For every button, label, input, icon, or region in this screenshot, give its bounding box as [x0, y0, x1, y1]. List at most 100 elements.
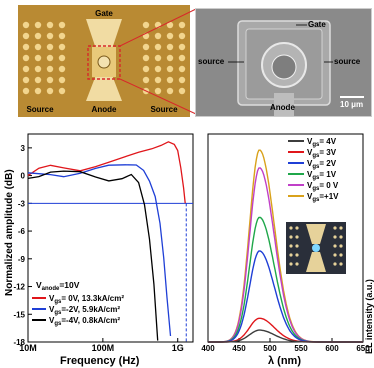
inset-pad-dot [333, 262, 337, 266]
pad-dot [46, 21, 54, 29]
pad-dot [178, 32, 186, 40]
pad-dot [34, 21, 42, 29]
pad-dot [166, 43, 174, 51]
inset-pad-dot [289, 262, 293, 266]
el-spectra-svg: 400 450 500 550 600 650 λ (nm) EL intensity (… [201, 133, 374, 367]
inset-pad-dot [333, 235, 337, 239]
pad-dot [154, 76, 162, 84]
pad-dot [34, 87, 42, 95]
inset-pad-dot [289, 244, 293, 248]
inset-pad-dot [289, 226, 293, 230]
freq-ytick-label: -6 [18, 227, 26, 236]
pad-dot [178, 76, 186, 84]
pad-dot [46, 87, 54, 95]
freq-ytick-label: 3 [21, 144, 26, 153]
pad-dot [142, 76, 150, 84]
pad-dot [142, 54, 150, 62]
pad-dot [178, 54, 186, 62]
zoom-line-bottom [119, 78, 197, 115]
pad-dot [58, 43, 66, 51]
source-right-label: Source [150, 105, 178, 114]
freq-legend-label: Vgs=-4V, 0.8kA/cm² [49, 316, 120, 327]
inset-anode [306, 252, 326, 272]
sem-gate-label: Gate [308, 20, 326, 29]
anode-label: Anode [92, 105, 117, 114]
pad-dot [34, 76, 42, 84]
pad-dot [46, 43, 54, 51]
optical-micrograph: Gate Source Anode Source [18, 5, 190, 117]
pad-dot [154, 65, 162, 73]
spec-ylabel: EL intensity (a.u.) [364, 279, 374, 354]
device-inset-photo [286, 222, 346, 274]
freq-ytick-label: -18 [13, 338, 25, 347]
freq-ytick-label: -15 [13, 310, 25, 319]
freq-legend-label: Vgs=-2V, 5.9kA/cm² [49, 305, 120, 316]
freq-series-line [27, 164, 172, 337]
pad-dot [34, 65, 42, 73]
pad-dot [178, 65, 186, 73]
pad-dot [166, 21, 174, 29]
inset-pad-dot [333, 244, 337, 248]
pad-dot [178, 43, 186, 51]
anode-electrode [86, 75, 122, 101]
zoom-highlight-box [87, 45, 121, 80]
pad-dot [166, 54, 174, 62]
sem-anode-label: Anode [270, 103, 295, 112]
pad-dot [58, 32, 66, 40]
pad-dot [34, 32, 42, 40]
source-left-label: Source [26, 105, 54, 114]
spec-xtick-label: 650 [356, 344, 370, 353]
scale-bar [340, 96, 364, 98]
frequency-response-chart: 3 0 -3 -6 -9 -12 -15 -18 10M 100M 1G Frequency (Hz… [0, 124, 200, 368]
pad-dot [46, 76, 54, 84]
pad-dot [22, 54, 30, 62]
sem-micrograph-art: Gate source source Anode 10 μm [196, 9, 371, 116]
freq-series-line [27, 141, 186, 204]
freq-xtick-label: 1G [172, 343, 184, 353]
inset-pad-dot [339, 235, 343, 239]
inset-pad-dot [295, 244, 299, 248]
freq-xtick-label: 10M [19, 343, 37, 353]
inset-pad-dot [295, 253, 299, 257]
spec-legend-label: Vgs= 1V [307, 170, 337, 181]
pad-dot [166, 76, 174, 84]
pad-dot [142, 21, 150, 29]
device-center [97, 55, 111, 69]
spec-xtick-label: 600 [325, 344, 339, 353]
pad-dot [34, 43, 42, 51]
pad-dot [154, 87, 162, 95]
inset-pad-dot [295, 226, 299, 230]
el-spectra-chart: 400 450 500 550 600 650 λ (nm) EL intensity (… [196, 124, 374, 368]
pad-dot [22, 87, 30, 95]
inset-pad-dot [339, 262, 343, 266]
inset-pad-dot [289, 235, 293, 239]
inset-pad-dot [295, 235, 299, 239]
zoom-line-top [119, 8, 197, 47]
inset-pad-dot [333, 226, 337, 230]
freq-series-line [27, 170, 159, 341]
scale-bar-label: 10 μm [340, 100, 363, 109]
gate-label: Gate [95, 9, 113, 18]
pad-dot [58, 87, 66, 95]
pad-dot [58, 76, 66, 84]
spec-legend-label: Vgs=+1V [307, 192, 339, 203]
pad-dot [58, 54, 66, 62]
freq-xtick-label: 100M [92, 343, 115, 353]
spec-series-line [208, 329, 363, 343]
inset-gate [306, 224, 326, 244]
inset-pad-dot [339, 253, 343, 257]
vanode-annotation: Vanode=10V [36, 280, 80, 292]
pad-dot [34, 54, 42, 62]
pad-dot [22, 65, 30, 73]
inset-emission-spot [312, 244, 320, 252]
pad-dot [142, 65, 150, 73]
freq-plot-frame [27, 133, 194, 343]
inset-pads [289, 226, 343, 266]
freq-ytick-label: -12 [13, 283, 25, 292]
freq-series-group [27, 141, 193, 342]
gate-electrode [86, 19, 122, 49]
pad-dot [58, 65, 66, 73]
